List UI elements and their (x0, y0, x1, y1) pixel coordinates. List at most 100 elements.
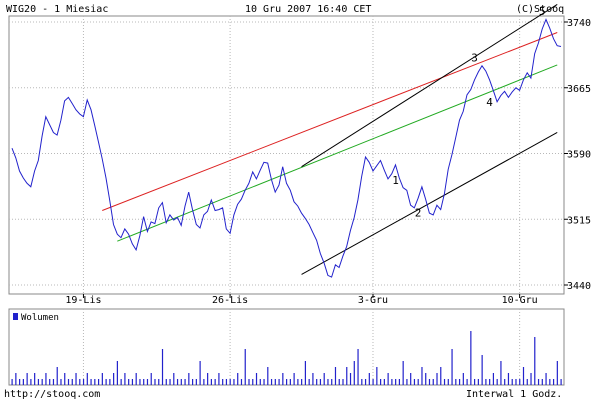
instrument-title: WIG20 - 1 Miesiac (6, 4, 108, 15)
date-axis: 19-Lis 26-Lis 3-Gru 10-Gru (65, 294, 538, 306)
volume-bar (443, 379, 446, 385)
volume-bar (165, 379, 167, 385)
volume-bar (56, 367, 58, 385)
x-tick-label: 10-Gru (502, 295, 538, 306)
volume-bar (323, 373, 325, 385)
volume-bar (496, 379, 498, 385)
volume-bar (349, 373, 352, 385)
volume-bar (41, 379, 43, 385)
volume-bar (263, 379, 265, 385)
trendlines (102, 4, 558, 275)
volume-bar (511, 379, 513, 385)
volume-bar (462, 373, 464, 385)
volume-bar (289, 379, 291, 385)
volume-bar (67, 379, 70, 385)
volume-bar (237, 373, 239, 385)
volume-bar (203, 379, 205, 385)
volume-legend-swatch (13, 313, 18, 320)
volume-bar (176, 379, 179, 385)
volume-bar (286, 379, 288, 385)
volume-bar (537, 379, 540, 385)
wave-label: 2 (415, 207, 422, 220)
y-tick-label: 3665 (567, 84, 591, 95)
volume-bar (376, 367, 378, 385)
volume-bar (150, 373, 152, 385)
volume-bar (541, 379, 543, 385)
volume-bar (71, 379, 73, 385)
volume-grid (82, 309, 521, 385)
volume-bar (338, 379, 340, 385)
volume-bar (252, 379, 254, 385)
volume-bar (428, 379, 431, 385)
volume-plot-area (8, 308, 565, 386)
volume-bar (131, 379, 134, 385)
volume-bar (214, 379, 216, 385)
volume-bar (425, 373, 427, 385)
volume-bar (86, 373, 88, 385)
volume-bar (180, 379, 182, 385)
volume-bar (143, 379, 145, 385)
volume-bar (417, 379, 419, 385)
volume-bar (270, 379, 273, 385)
y-tick-label: 3515 (567, 215, 591, 226)
volume-bar (413, 379, 416, 385)
volume-bar (255, 373, 258, 385)
volume-bar (327, 379, 329, 385)
volume-bar (199, 361, 201, 385)
volume-bar (244, 349, 246, 385)
volume-bar (267, 367, 269, 385)
volume-bar (22, 379, 24, 385)
volume-bar (421, 367, 423, 385)
volume-bar (455, 379, 457, 385)
volume-bar (504, 379, 506, 385)
wave-label: 1 (392, 174, 399, 187)
volume-bar (90, 379, 92, 385)
volume-bar (248, 379, 250, 385)
volume-bar (383, 379, 385, 385)
price-series (11, 18, 562, 278)
volume-bar (500, 361, 502, 385)
volume-bar (34, 373, 36, 385)
volume-bar (49, 379, 51, 385)
volume-bar (391, 379, 393, 385)
volume-legend-label: Wolumen (21, 313, 59, 323)
volume-bar (432, 379, 434, 385)
volume-bar (278, 379, 280, 385)
wave-label: 4 (486, 96, 493, 109)
volume-bar (173, 373, 175, 385)
volume-bar (534, 337, 536, 385)
volume-bar (169, 379, 171, 385)
volume-bar (105, 379, 107, 385)
y-tick-label: 3740 (567, 18, 591, 29)
volume-bar (353, 361, 355, 385)
volume-bar (30, 379, 32, 385)
volume-bar (380, 379, 382, 385)
volume-bar (545, 373, 547, 385)
volume-bar (398, 379, 401, 385)
volume-bar (440, 367, 442, 385)
volume-bar (79, 379, 81, 385)
volume-bar (240, 379, 243, 385)
volume-bar (120, 379, 122, 385)
volume-bar (52, 379, 55, 385)
volume-bar (124, 373, 126, 385)
volume-bar (135, 373, 137, 385)
y-tick-label: 3590 (567, 150, 591, 161)
wave-annotations: 1 2 3 4 5 (392, 5, 545, 220)
volume-bar (101, 373, 103, 385)
volume-bar (60, 379, 62, 385)
volume-bar (188, 373, 190, 385)
volume-bar (109, 379, 111, 385)
x-tick-label: 19-Lis (65, 295, 101, 306)
volume-bar (451, 349, 453, 385)
volume-bar (116, 361, 118, 385)
volume-bar (64, 373, 66, 385)
volume-bar (549, 379, 551, 385)
volume-bar (37, 379, 40, 385)
volume-bar (515, 379, 517, 385)
volume-bar (139, 379, 141, 385)
volume-bar (410, 373, 412, 385)
volume-bar (474, 379, 476, 385)
volume-bar (207, 373, 209, 385)
